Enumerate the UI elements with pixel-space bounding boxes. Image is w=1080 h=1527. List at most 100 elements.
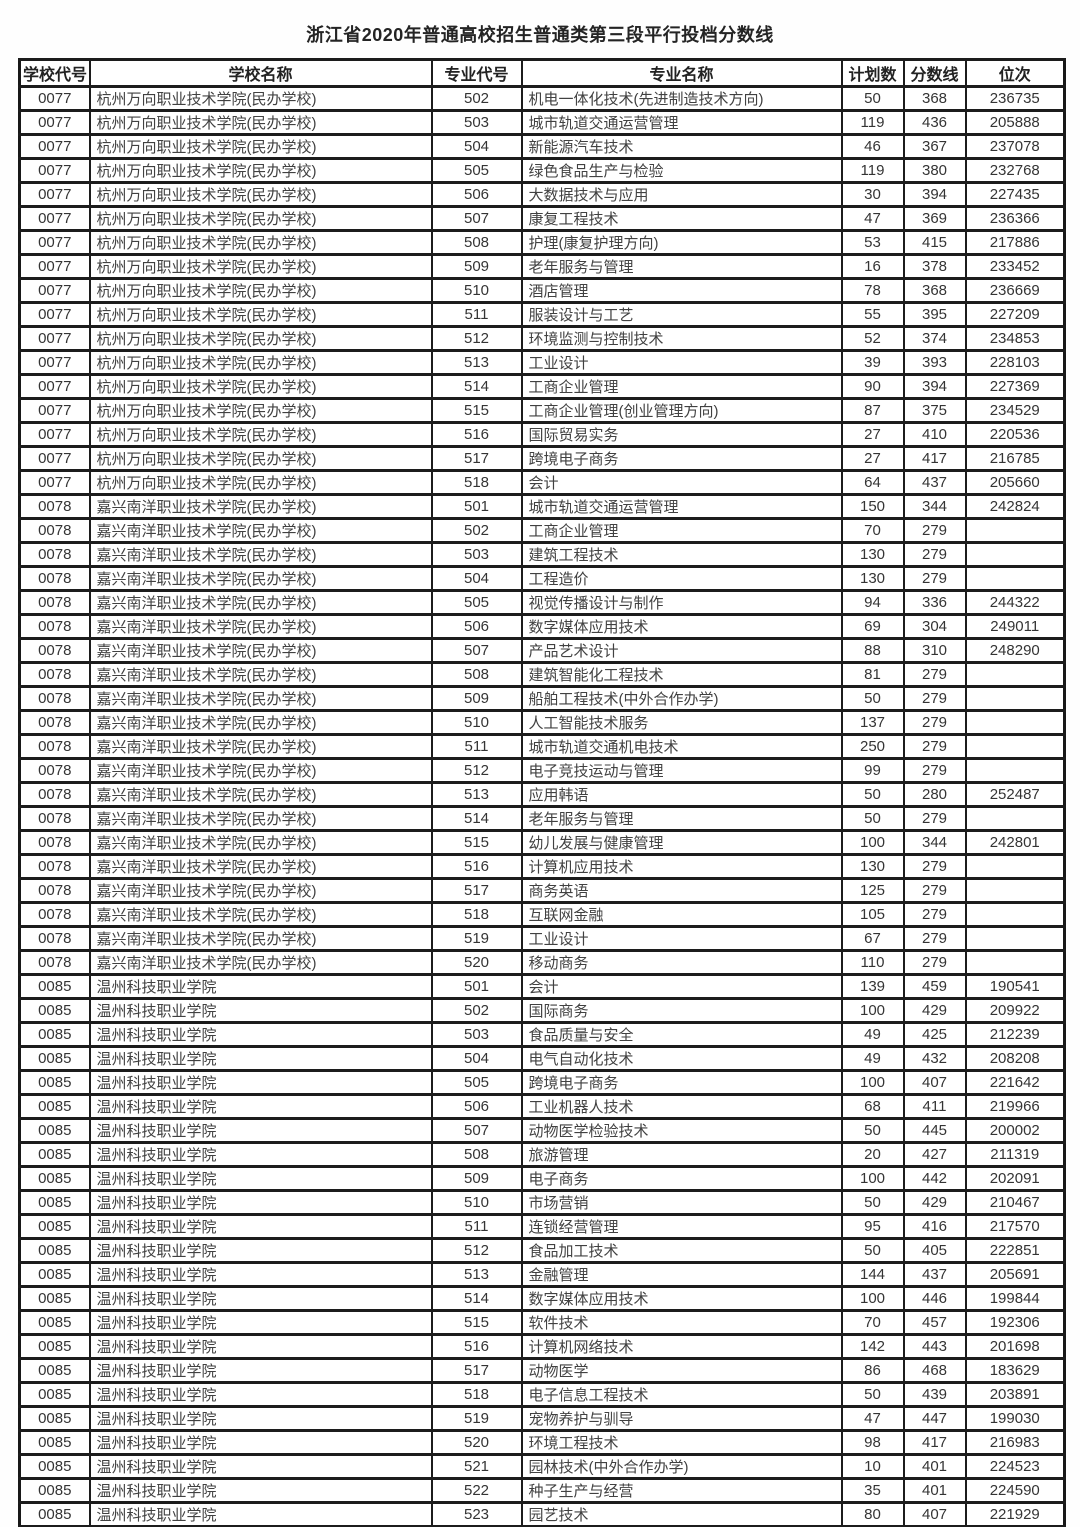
plan-count-cell: 139 xyxy=(840,973,905,1000)
school-code-cell: 0078 xyxy=(18,805,91,832)
major-code-cell: 501 xyxy=(430,493,523,520)
major-code-cell: 508 xyxy=(430,661,523,688)
table-row: 0078 嘉兴南洋职业技术学院(民办学校) 505 视觉传播设计与制作 94 3… xyxy=(18,589,1066,616)
score-line-cell: 279 xyxy=(902,541,967,568)
school-code-cell: 0077 xyxy=(18,421,91,448)
rank-cell: 248290 xyxy=(964,637,1066,664)
school-name-cell: 嘉兴南洋职业技术学院(民办学校) xyxy=(88,493,433,520)
school-code-cell: 0085 xyxy=(18,1165,91,1192)
school-code-cell: 0085 xyxy=(18,1285,91,1312)
major-name-cell: 动物医学检验技术 xyxy=(520,1117,843,1144)
table-row: 0077 杭州万向职业技术学院(民办学校) 513 工业设计 39 393 22… xyxy=(18,349,1066,376)
rank-cell: 222851 xyxy=(964,1237,1066,1264)
rank-cell: 227209 xyxy=(964,301,1066,328)
table-row: 0085 温州科技职业学院 507 动物医学检验技术 50 445 200002 xyxy=(18,1117,1066,1144)
school-name-cell: 嘉兴南洋职业技术学院(民办学校) xyxy=(88,829,433,856)
rank-cell: 224590 xyxy=(964,1477,1066,1504)
school-code-cell: 0077 xyxy=(18,301,91,328)
school-code-cell: 0078 xyxy=(18,925,91,952)
plan-count-cell: 55 xyxy=(840,301,905,328)
major-name-cell: 金融管理 xyxy=(520,1261,843,1288)
rank-cell xyxy=(964,661,1066,688)
school-code-cell: 0085 xyxy=(18,1453,91,1480)
plan-count-cell: 100 xyxy=(840,997,905,1024)
school-name-cell: 嘉兴南洋职业技术学院(民办学校) xyxy=(88,541,433,568)
major-code-cell: 513 xyxy=(430,349,523,376)
rank-cell: 211319 xyxy=(964,1141,1066,1168)
rank-cell: 205888 xyxy=(964,109,1066,136)
table-row: 0085 温州科技职业学院 520 环境工程技术 98 417 216983 xyxy=(18,1429,1066,1456)
major-name-cell: 跨境电子商务 xyxy=(520,1069,843,1096)
score-line-cell: 279 xyxy=(902,661,967,688)
school-name-cell: 杭州万向职业技术学院(民办学校) xyxy=(88,157,433,184)
plan-count-cell: 90 xyxy=(840,373,905,400)
score-table-body: 0077 杭州万向职业技术学院(民办学校) 502 机电一体化技术(先进制造技术… xyxy=(18,85,1066,1527)
major-code-cell: 515 xyxy=(430,829,523,856)
school-name-cell: 嘉兴南洋职业技术学院(民办学校) xyxy=(88,613,433,640)
table-row: 0077 杭州万向职业技术学院(民办学校) 516 国际贸易实务 27 410 … xyxy=(18,421,1066,448)
table-row: 0085 温州科技职业学院 516 计算机网络技术 142 443 201698 xyxy=(18,1333,1066,1360)
rank-cell: 216983 xyxy=(964,1429,1066,1456)
plan-count-cell: 130 xyxy=(840,565,905,592)
plan-count-cell: 35 xyxy=(840,1477,905,1504)
score-line-cell: 407 xyxy=(902,1069,967,1096)
school-code-cell: 0078 xyxy=(18,877,91,904)
school-code-cell: 0085 xyxy=(18,973,91,1000)
major-name-cell: 工程造价 xyxy=(520,565,843,592)
table-row: 0077 杭州万向职业技术学院(民办学校) 504 新能源汽车技术 46 367… xyxy=(18,133,1066,160)
school-name-cell: 嘉兴南洋职业技术学院(民办学校) xyxy=(88,949,433,976)
major-code-cell: 509 xyxy=(430,1165,523,1192)
school-name-cell: 温州科技职业学院 xyxy=(88,1141,433,1168)
school-code-cell: 0077 xyxy=(18,445,91,472)
major-code-cell: 511 xyxy=(430,733,523,760)
major-code-cell: 522 xyxy=(430,1477,523,1504)
school-code-cell: 0077 xyxy=(18,277,91,304)
table-row: 0077 杭州万向职业技术学院(民办学校) 511 服装设计与工艺 55 395… xyxy=(18,301,1066,328)
major-code-cell: 504 xyxy=(430,1045,523,1072)
school-name-cell: 温州科技职业学院 xyxy=(88,1165,433,1192)
school-name-cell: 温州科技职业学院 xyxy=(88,1477,433,1504)
rank-cell: 242801 xyxy=(964,829,1066,856)
table-row: 0077 杭州万向职业技术学院(民办学校) 503 城市轨道交通运营管理 119… xyxy=(18,109,1066,136)
school-code-cell: 0078 xyxy=(18,517,91,544)
table-row: 0085 温州科技职业学院 508 旅游管理 20 427 211319 xyxy=(18,1141,1066,1168)
major-code-cell: 516 xyxy=(430,421,523,448)
major-code-cell: 517 xyxy=(430,1357,523,1384)
rank-cell: 212239 xyxy=(964,1021,1066,1048)
major-name-cell: 视觉传播设计与制作 xyxy=(520,589,843,616)
plan-count-cell: 100 xyxy=(840,1285,905,1312)
major-code-cell: 514 xyxy=(430,805,523,832)
school-name-cell: 嘉兴南洋职业技术学院(民办学校) xyxy=(88,517,433,544)
major-name-cell: 电子竞技运动与管理 xyxy=(520,757,843,784)
score-line-cell: 279 xyxy=(902,757,967,784)
school-code-cell: 0085 xyxy=(18,1141,91,1168)
school-code-cell: 0078 xyxy=(18,829,91,856)
major-name-cell: 服装设计与工艺 xyxy=(520,301,843,328)
school-code-cell: 0078 xyxy=(18,733,91,760)
major-name-cell: 城市轨道交通运营管理 xyxy=(520,109,843,136)
rank-cell: 205691 xyxy=(964,1261,1066,1288)
rank-cell: 192306 xyxy=(964,1309,1066,1336)
school-name-cell: 嘉兴南洋职业技术学院(民办学校) xyxy=(88,925,433,952)
plan-count-cell: 30 xyxy=(840,181,905,208)
plan-count-cell: 150 xyxy=(840,493,905,520)
score-line-cell: 443 xyxy=(902,1333,967,1360)
table-row: 0085 温州科技职业学院 523 园艺技术 80 407 221929 xyxy=(18,1501,1066,1527)
col-header-major-name: 专业名称 xyxy=(520,58,843,88)
school-code-cell: 0085 xyxy=(18,997,91,1024)
major-name-cell: 城市轨道交通机电技术 xyxy=(520,733,843,760)
major-name-cell: 大数据技术与应用 xyxy=(520,181,843,208)
school-name-cell: 温州科技职业学院 xyxy=(88,973,433,1000)
major-name-cell: 会计 xyxy=(520,469,843,496)
rank-cell xyxy=(964,925,1066,952)
plan-count-cell: 130 xyxy=(840,541,905,568)
table-row: 0078 嘉兴南洋职业技术学院(民办学校) 504 工程造价 130 279 xyxy=(18,565,1066,592)
school-name-cell: 温州科技职业学院 xyxy=(88,1117,433,1144)
score-line-cell: 344 xyxy=(902,493,967,520)
school-code-cell: 0078 xyxy=(18,685,91,712)
plan-count-cell: 50 xyxy=(840,1117,905,1144)
school-code-cell: 0077 xyxy=(18,85,91,112)
major-code-cell: 515 xyxy=(430,397,523,424)
table-row: 0085 温州科技职业学院 512 食品加工技术 50 405 222851 xyxy=(18,1237,1066,1264)
score-line-cell: 437 xyxy=(902,469,967,496)
